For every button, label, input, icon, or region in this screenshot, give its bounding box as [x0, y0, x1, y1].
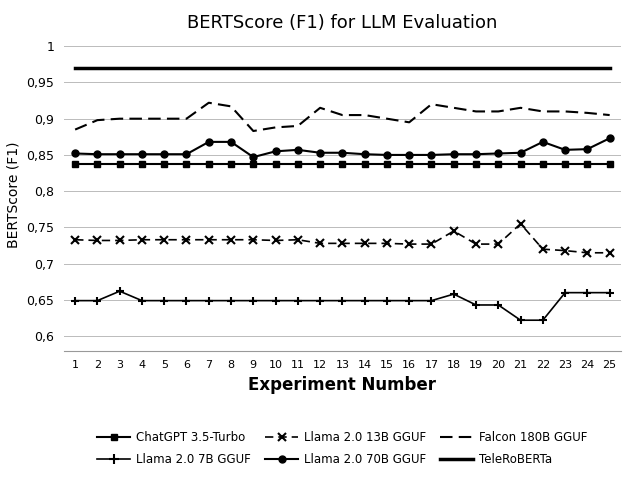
- Y-axis label: BERTScore (F1): BERTScore (F1): [7, 142, 20, 248]
- X-axis label: Experiment Number: Experiment Number: [248, 376, 436, 394]
- Title: BERTScore (F1) for LLM Evaluation: BERTScore (F1) for LLM Evaluation: [188, 14, 497, 32]
- Legend: ChatGPT 3.5-Turbo, Llama 2.0 7B GGUF, Llama 2.0 13B GGUF, Llama 2.0 70B GGUF, Fa: ChatGPT 3.5-Turbo, Llama 2.0 7B GGUF, Ll…: [92, 425, 593, 472]
